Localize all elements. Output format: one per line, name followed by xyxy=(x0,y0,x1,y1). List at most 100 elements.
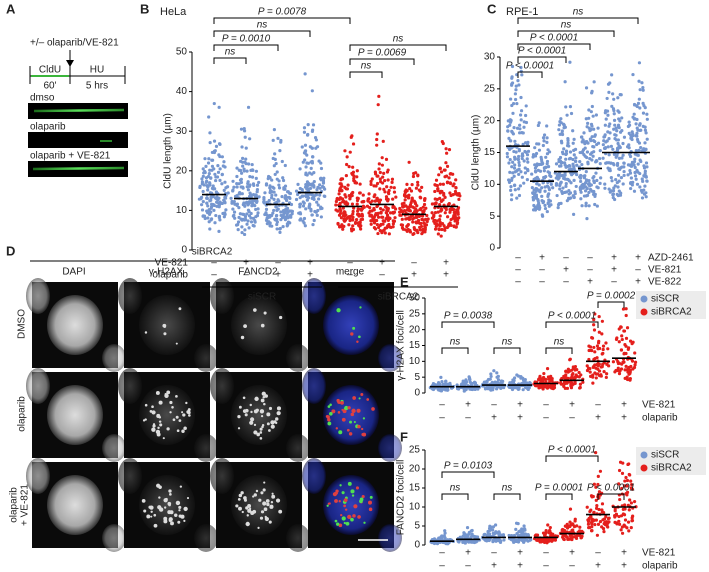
dot xyxy=(338,225,342,229)
focus xyxy=(235,504,239,508)
dot xyxy=(507,147,512,152)
dot xyxy=(594,171,598,175)
dot xyxy=(345,162,349,167)
dot xyxy=(276,136,280,140)
dot xyxy=(201,174,205,178)
dot xyxy=(520,175,524,179)
focus xyxy=(180,514,185,519)
dot xyxy=(205,183,209,188)
dot xyxy=(453,216,457,221)
dot xyxy=(497,530,501,534)
dot xyxy=(338,207,342,211)
dot xyxy=(585,150,590,154)
dot xyxy=(251,168,255,172)
dot xyxy=(619,191,623,195)
dot xyxy=(443,195,447,199)
dot xyxy=(306,123,310,127)
dot xyxy=(495,371,499,375)
dot xyxy=(249,216,253,220)
dot xyxy=(200,208,205,212)
dot xyxy=(607,153,611,157)
sign: – xyxy=(439,548,445,559)
dot xyxy=(536,203,540,208)
dot xyxy=(418,225,422,229)
dot xyxy=(573,517,577,521)
dot xyxy=(309,207,313,211)
y-tick-label: 5 xyxy=(414,521,420,532)
dot xyxy=(251,182,256,186)
dot xyxy=(398,206,402,211)
dot xyxy=(626,346,631,350)
dot xyxy=(561,122,566,126)
dot xyxy=(615,129,619,133)
dot xyxy=(225,185,230,189)
dot xyxy=(283,163,287,168)
dot xyxy=(582,131,586,135)
dot xyxy=(499,385,503,389)
dot xyxy=(510,75,514,79)
dot xyxy=(594,485,598,489)
dot xyxy=(547,171,552,175)
dot xyxy=(579,190,583,194)
dot xyxy=(217,153,221,157)
dot xyxy=(600,332,604,336)
dot xyxy=(382,187,386,191)
dot xyxy=(380,163,384,167)
dot xyxy=(433,211,438,215)
dot xyxy=(488,528,492,532)
dot xyxy=(551,186,555,190)
dot xyxy=(320,184,325,189)
dot xyxy=(593,522,597,527)
bracket-label: ns xyxy=(573,7,584,18)
dot xyxy=(587,204,591,208)
focus xyxy=(163,506,167,509)
dot xyxy=(571,530,575,534)
dot xyxy=(248,137,252,141)
dot xyxy=(600,365,604,369)
dot xyxy=(372,221,377,225)
dot xyxy=(542,169,546,173)
dot xyxy=(584,201,588,205)
dot xyxy=(231,179,235,183)
dot xyxy=(592,323,596,327)
dot xyxy=(214,178,218,183)
dot xyxy=(586,141,590,145)
dot xyxy=(281,178,286,183)
dot xyxy=(240,225,244,229)
dot xyxy=(598,181,602,185)
dot xyxy=(567,196,571,200)
sign: – xyxy=(543,561,549,572)
dot xyxy=(451,172,455,176)
nucleus xyxy=(286,344,310,372)
dot xyxy=(475,535,480,539)
focus xyxy=(347,514,352,520)
sign: – xyxy=(465,413,471,424)
nucleus xyxy=(210,458,234,494)
focus xyxy=(142,419,146,422)
dot xyxy=(598,149,602,153)
dot xyxy=(521,378,526,383)
dot xyxy=(589,515,593,519)
y-tick-label: 30 xyxy=(409,293,421,304)
dot xyxy=(355,212,360,216)
dot xyxy=(645,179,649,183)
focus xyxy=(262,396,266,399)
dot xyxy=(384,195,389,199)
sign: + xyxy=(243,258,249,269)
dot xyxy=(537,121,541,125)
dot xyxy=(213,221,217,225)
dot xyxy=(203,157,207,161)
dot xyxy=(425,219,429,224)
dot xyxy=(634,149,638,153)
focus xyxy=(263,311,267,315)
focus xyxy=(168,518,172,522)
dot xyxy=(383,179,387,183)
dot xyxy=(435,183,439,188)
dot xyxy=(537,183,541,187)
dot xyxy=(525,178,529,182)
dot xyxy=(591,494,595,499)
bracket xyxy=(441,493,469,500)
group-label: siSCR xyxy=(248,292,276,303)
dot xyxy=(455,192,459,196)
focus xyxy=(253,430,258,435)
